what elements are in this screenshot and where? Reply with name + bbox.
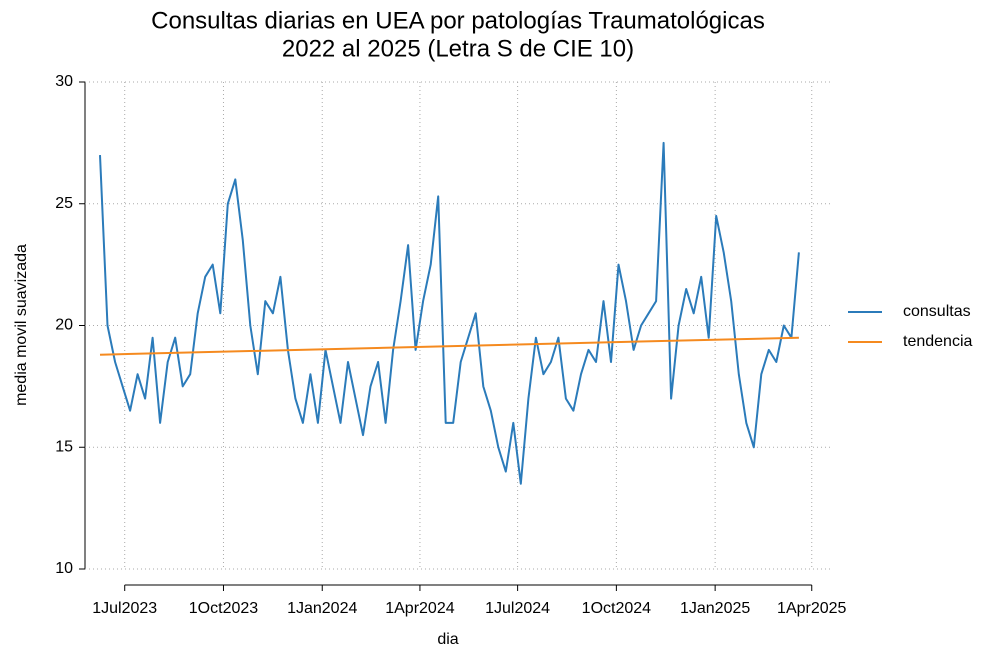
y-tick-label: 15 [55, 438, 73, 455]
y-tick-label: 25 [55, 195, 73, 212]
line-tendencia [99, 336, 799, 356]
x-tick-label: 1Apr2024 [385, 600, 454, 617]
y-axis-label: media movil suavizada [13, 244, 30, 406]
legend-label: tendencia [903, 333, 972, 350]
y-tick-label: 10 [55, 560, 73, 577]
legend-label: consultas [903, 303, 971, 320]
line-consultas [99, 141, 800, 485]
x-tick-label: 1Jul2024 [485, 600, 550, 617]
y-tick-label: 20 [55, 317, 73, 334]
chart-title: Consultas diarias en UEA por patologías … [151, 7, 765, 34]
x-axis-label: dia [437, 631, 458, 648]
x-tick-label: 1Oct2024 [582, 600, 651, 617]
x-tick-label: 1Jul2023 [92, 600, 157, 617]
x-tick-label: 1Oct2023 [189, 600, 258, 617]
x-tick-label: 1Apr2025 [777, 600, 846, 617]
chart-title: 2022 al 2025 (Letra S de CIE 10) [282, 35, 634, 62]
x-tick-label: 1Jan2025 [680, 600, 750, 617]
x-tick-label: 1Jan2024 [287, 600, 357, 617]
y-tick-label: 30 [55, 73, 73, 90]
